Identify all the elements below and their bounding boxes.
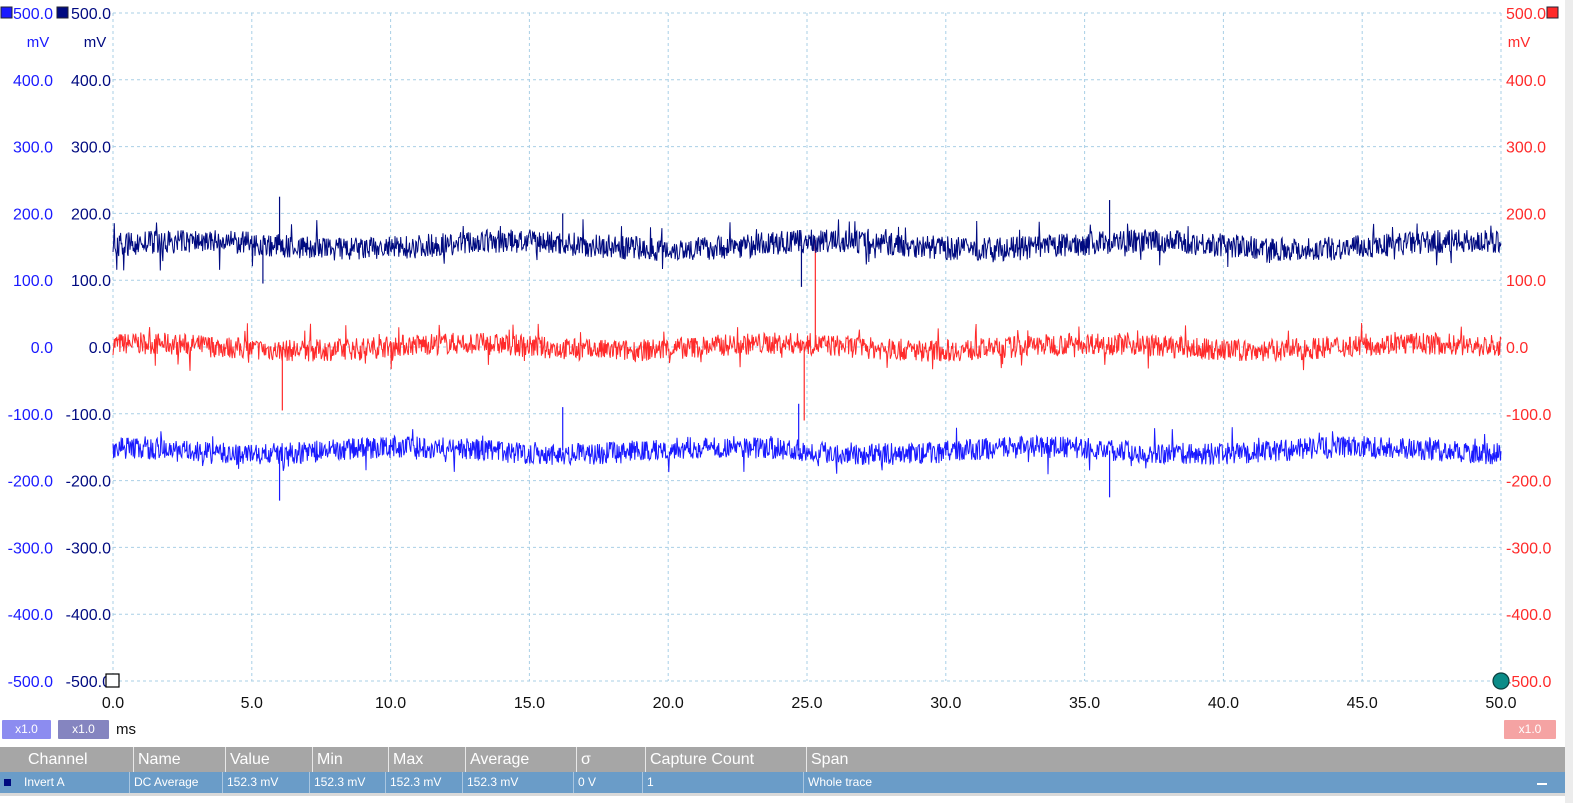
y-tick-label: 300.0 bbox=[1506, 140, 1546, 157]
header-sigma[interactable]: σ bbox=[576, 747, 591, 772]
y-tick-label: 200.0 bbox=[71, 206, 111, 223]
y-tick-label: -300.0 bbox=[1506, 540, 1551, 557]
scale-badge-channel-c[interactable]: x1.0 bbox=[1504, 720, 1556, 739]
axis-handles[interactable] bbox=[0, 6, 1559, 690]
axis-handle-left-inner[interactable] bbox=[56, 6, 69, 19]
y-tick-label: 100.0 bbox=[13, 273, 53, 290]
x-axis: 0.0 5.0 10.0 15.0 20.0 25.0 30.0 35.0 40.0 45.0 50… bbox=[102, 695, 1517, 712]
y-tick-label: 300.0 bbox=[13, 140, 53, 157]
x-tick-label: 0.0 bbox=[102, 695, 124, 712]
y-tick-label: -200.0 bbox=[8, 474, 53, 491]
cell-capture-count: 1 bbox=[642, 772, 654, 793]
y-tick-label: -400.0 bbox=[66, 607, 111, 624]
x-tick-label: 45.0 bbox=[1347, 695, 1378, 712]
y-tick-label: 100.0 bbox=[71, 273, 111, 290]
trace-1 bbox=[112, 322, 1502, 371]
header-capture-count[interactable]: Capture Count bbox=[645, 747, 754, 772]
header-min[interactable]: Min bbox=[312, 747, 343, 772]
header-average[interactable]: Average bbox=[465, 747, 529, 772]
x-tick-label: 35.0 bbox=[1069, 695, 1100, 712]
header-span[interactable]: Span bbox=[806, 747, 848, 772]
y-tick-label: 400.0 bbox=[1506, 73, 1546, 90]
x-tick-label: 10.0 bbox=[375, 695, 406, 712]
axis-handle-left-outer[interactable] bbox=[0, 6, 13, 19]
y-tick-label: 100.0 bbox=[1506, 273, 1546, 290]
header-max[interactable]: Max bbox=[388, 747, 423, 772]
y-tick-label: 500.0 bbox=[1506, 6, 1546, 23]
oscilloscope-plot[interactable]: 500.0 400.0 300.0 200.0 100.0 0.0 -100.0 -200.0… bbox=[0, 0, 1573, 745]
cell-name: DC Average bbox=[129, 772, 198, 793]
header-channel[interactable]: Channel bbox=[28, 751, 88, 768]
scale-badge-channel-b[interactable]: x1.0 bbox=[58, 720, 109, 739]
y-tick-label: -500.0 bbox=[8, 674, 53, 691]
y-tick-label: -100.0 bbox=[66, 407, 111, 424]
trace-2 bbox=[112, 427, 1502, 475]
x-tick-label: 50.0 bbox=[1485, 695, 1516, 712]
cell-min: 152.3 mV bbox=[309, 772, 365, 793]
y-tick-label: -300.0 bbox=[8, 540, 53, 557]
x-tick-label: 25.0 bbox=[791, 695, 822, 712]
y-tick-label: 200.0 bbox=[1506, 206, 1546, 223]
x-tick-label: 5.0 bbox=[241, 695, 263, 712]
y-axis-right: 500.0 400.0 300.0 200.0 100.0 0.0 -100.0 -200.0… bbox=[1506, 6, 1551, 691]
y-tick-label: 0.0 bbox=[31, 340, 53, 357]
cursor-handle-end[interactable] bbox=[1492, 672, 1510, 690]
y-tick-label: 500.0 bbox=[13, 6, 53, 23]
header-value[interactable]: Value bbox=[225, 747, 270, 772]
y-tick-label: 400.0 bbox=[71, 73, 111, 90]
y-axis-left-inner: 500.0 400.0 300.0 200.0 100.0 0.0 -100.0 -200.0… bbox=[66, 6, 111, 691]
y-tick-label: -500.0 bbox=[66, 674, 111, 691]
y-tick-label: 0.0 bbox=[1506, 340, 1528, 357]
x-tick-label: 40.0 bbox=[1208, 695, 1239, 712]
x-tick-label: 20.0 bbox=[653, 695, 684, 712]
y-tick-label: 0.0 bbox=[89, 340, 111, 357]
y-tick-label: -200.0 bbox=[1506, 474, 1551, 491]
x-axis-unit: ms bbox=[116, 721, 136, 738]
scale-badge-channel-a[interactable]: x1.0 bbox=[2, 720, 51, 739]
y-tick-label: -300.0 bbox=[66, 540, 111, 557]
cell-value: 152.3 mV bbox=[222, 772, 278, 793]
y-tick-label: -200.0 bbox=[66, 474, 111, 491]
y-axis-unit: mV bbox=[27, 34, 50, 51]
y-tick-label: -400.0 bbox=[8, 607, 53, 624]
y-axis-left-outer: 500.0 400.0 300.0 200.0 100.0 0.0 -100.0 -200.0… bbox=[8, 6, 53, 691]
measurements-table: Channel Name Value Min Max Average σ Cap… bbox=[0, 747, 1565, 796]
minimize-icon[interactable] bbox=[1537, 783, 1547, 785]
x-tick-label: 30.0 bbox=[930, 695, 961, 712]
cell-channel: Invert A bbox=[24, 775, 65, 789]
trigger-marker-start[interactable] bbox=[105, 673, 120, 688]
axis-handle-right[interactable] bbox=[1546, 6, 1559, 19]
y-tick-label: 400.0 bbox=[13, 73, 53, 90]
x-tick-label: 15.0 bbox=[514, 695, 545, 712]
header-name[interactable]: Name bbox=[133, 747, 181, 772]
measurement-row[interactable]: Invert A DC Average 152.3 mV 152.3 mV 15… bbox=[0, 772, 1565, 793]
trace-0 bbox=[112, 219, 1502, 271]
y-tick-label: 200.0 bbox=[13, 206, 53, 223]
y-tick-label: 300.0 bbox=[71, 140, 111, 157]
measurements-header: Channel Name Value Min Max Average σ Cap… bbox=[0, 747, 1565, 772]
cell-max: 152.3 mV bbox=[385, 772, 441, 793]
channel-color-marker bbox=[4, 779, 11, 786]
cell-sigma: 0 V bbox=[573, 772, 596, 793]
cell-span: Whole trace bbox=[803, 772, 872, 793]
y-axis-unit: mV bbox=[1508, 34, 1531, 51]
y-tick-label: -400.0 bbox=[1506, 607, 1551, 624]
y-axis-unit: mV bbox=[84, 34, 107, 51]
y-tick-label: -100.0 bbox=[8, 407, 53, 424]
y-tick-label: 500.0 bbox=[71, 6, 111, 23]
cell-average: 152.3 mV bbox=[462, 772, 518, 793]
traces bbox=[112, 196, 1502, 501]
scrollbar-edge bbox=[1565, 0, 1573, 803]
y-tick-label: -500.0 bbox=[1506, 674, 1551, 691]
y-tick-label: -100.0 bbox=[1506, 407, 1551, 424]
